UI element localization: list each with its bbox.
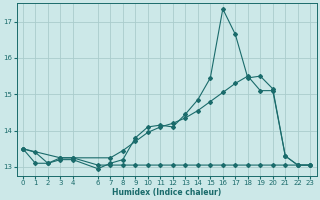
X-axis label: Humidex (Indice chaleur): Humidex (Indice chaleur): [112, 188, 221, 197]
